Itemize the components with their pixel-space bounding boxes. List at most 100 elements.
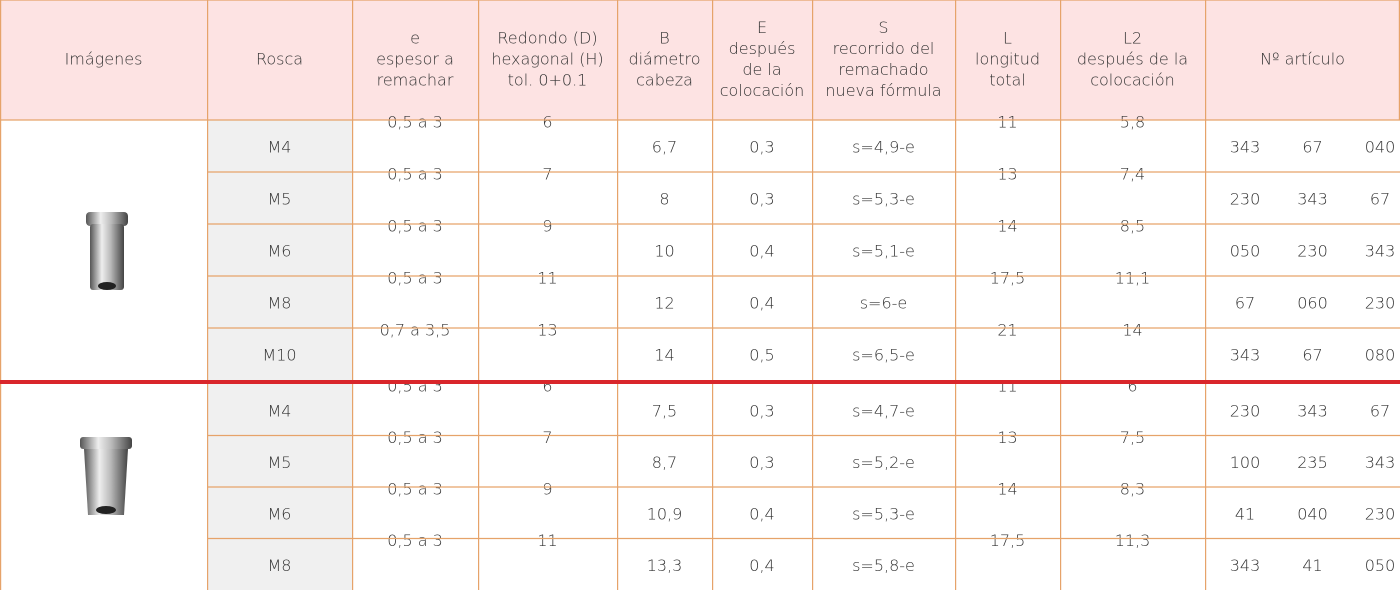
cell: 11 — [537, 531, 557, 550]
cell: M5 — [268, 453, 292, 472]
cell: 7,4 — [1120, 165, 1145, 184]
cell: s=5,8-e — [852, 556, 915, 575]
article-number: 343 — [1297, 190, 1328, 209]
cell: s=6,5-e — [852, 346, 915, 365]
article-number: 67 — [1302, 138, 1322, 157]
article-number: 050 — [1365, 556, 1396, 575]
cell: 0,4 — [749, 505, 774, 524]
header-label: longitud — [975, 50, 1040, 69]
cell: 0,5 a 3 — [387, 531, 443, 550]
header-label: colocación — [1090, 71, 1175, 90]
cell: 10 — [654, 242, 674, 261]
cell: 0,5 a 3 — [387, 113, 443, 132]
cell: 7 — [542, 165, 552, 184]
cell: 0,3 — [749, 402, 774, 421]
cell: 0,5 a 3 — [387, 480, 443, 499]
cell: M6 — [268, 505, 292, 524]
rivet-image — [86, 212, 128, 290]
cell: s=4,7-e — [852, 402, 915, 421]
cell: 7,5 — [652, 402, 677, 421]
cell: 11 — [537, 269, 557, 288]
header-label: S — [878, 18, 888, 37]
header-label: e — [410, 29, 420, 48]
article-number: 343 — [1230, 346, 1261, 365]
header-label: Redondo (D) — [497, 29, 597, 48]
cell: 14 — [654, 346, 674, 365]
cell: 8 — [659, 190, 669, 209]
cell: 17,5 — [990, 269, 1026, 288]
cell: M4 — [268, 402, 292, 421]
article-number: 343 — [1297, 402, 1328, 421]
article-number: 67 — [1370, 402, 1390, 421]
article-number: 060 — [1297, 294, 1328, 313]
cell: M8 — [268, 556, 292, 575]
header-label: E — [757, 18, 767, 37]
header-label: Nº artículo — [1260, 50, 1345, 69]
article-number: 040 — [1365, 138, 1396, 157]
article-number: 230 — [1297, 242, 1328, 261]
article-number: 343 — [1230, 138, 1261, 157]
cell: 0,5 a 3 — [387, 428, 443, 447]
cell: 13 — [997, 165, 1017, 184]
cell: s=5,3-e — [852, 190, 915, 209]
article-number: 100 — [1230, 453, 1261, 472]
cell: s=5,2-e — [852, 453, 915, 472]
cell: 14 — [997, 480, 1017, 499]
cell: 0,4 — [749, 556, 774, 575]
header-label: colocación — [720, 81, 805, 100]
cell: 0,7 a 3,5 — [380, 321, 451, 340]
header-label: hexagonal (H) — [491, 50, 603, 69]
header-label: Imágenes — [65, 50, 143, 69]
header-label: tol. 0+0.1 — [508, 71, 588, 90]
cell: 11 — [997, 377, 1017, 396]
spec-table: Imágenes Rosca e espesor a remachar Redondo (… — [0, 0, 1400, 590]
cell: 17,5 — [990, 531, 1026, 550]
cell: 7,5 — [1120, 428, 1145, 447]
cell: 7 — [542, 428, 552, 447]
cell: 0,4 — [749, 294, 774, 313]
cell: 10,9 — [647, 505, 683, 524]
cell: 0,4 — [749, 242, 774, 261]
header-label: de la — [742, 60, 781, 79]
cell: M8 — [268, 294, 292, 313]
cell: 8,5 — [1120, 217, 1145, 236]
cell: 21 — [997, 321, 1017, 340]
header-label: espesor a — [376, 50, 454, 69]
cell: M10 — [262, 346, 296, 365]
header-label: remachar — [377, 71, 454, 90]
header-label: Rosca — [256, 50, 303, 69]
cell: 0,3 — [749, 190, 774, 209]
cell: 0,5 — [749, 346, 774, 365]
cell: 6 — [542, 377, 552, 396]
header-label: nueva fórmula — [825, 81, 941, 100]
cell: 8,3 — [1120, 480, 1145, 499]
article-number: 230 — [1230, 402, 1261, 421]
header-label: total — [989, 71, 1026, 90]
article-number: 235 — [1297, 453, 1328, 472]
article-number: 040 — [1297, 505, 1328, 524]
header-label: diámetro — [628, 50, 700, 69]
header-label: después — [729, 39, 796, 58]
cell: 13 — [997, 428, 1017, 447]
cell: 0,3 — [749, 453, 774, 472]
header-label: después de la — [1077, 50, 1188, 69]
article-number: 230 — [1230, 190, 1261, 209]
header-label: recorrido del — [833, 39, 935, 58]
article-number: 343 — [1365, 242, 1396, 261]
article-number: 080 — [1365, 346, 1396, 365]
group-separator — [0, 380, 1400, 384]
cell: 0,5 a 3 — [387, 269, 443, 288]
article-number: 67 — [1235, 294, 1255, 313]
article-number: 67 — [1370, 190, 1390, 209]
cell: 6 — [542, 113, 552, 132]
cell: 0,3 — [749, 138, 774, 157]
article-number: 343 — [1230, 556, 1261, 575]
cell: 11,3 — [1115, 531, 1151, 550]
rivet-image — [80, 437, 132, 515]
header-label: L2 — [1123, 29, 1142, 48]
article-number: 343 — [1365, 453, 1396, 472]
cell: 0,5 a 3 — [387, 165, 443, 184]
cell: 11,1 — [1115, 269, 1151, 288]
cell: 6 — [1127, 377, 1137, 396]
header-label: L — [1003, 29, 1012, 48]
